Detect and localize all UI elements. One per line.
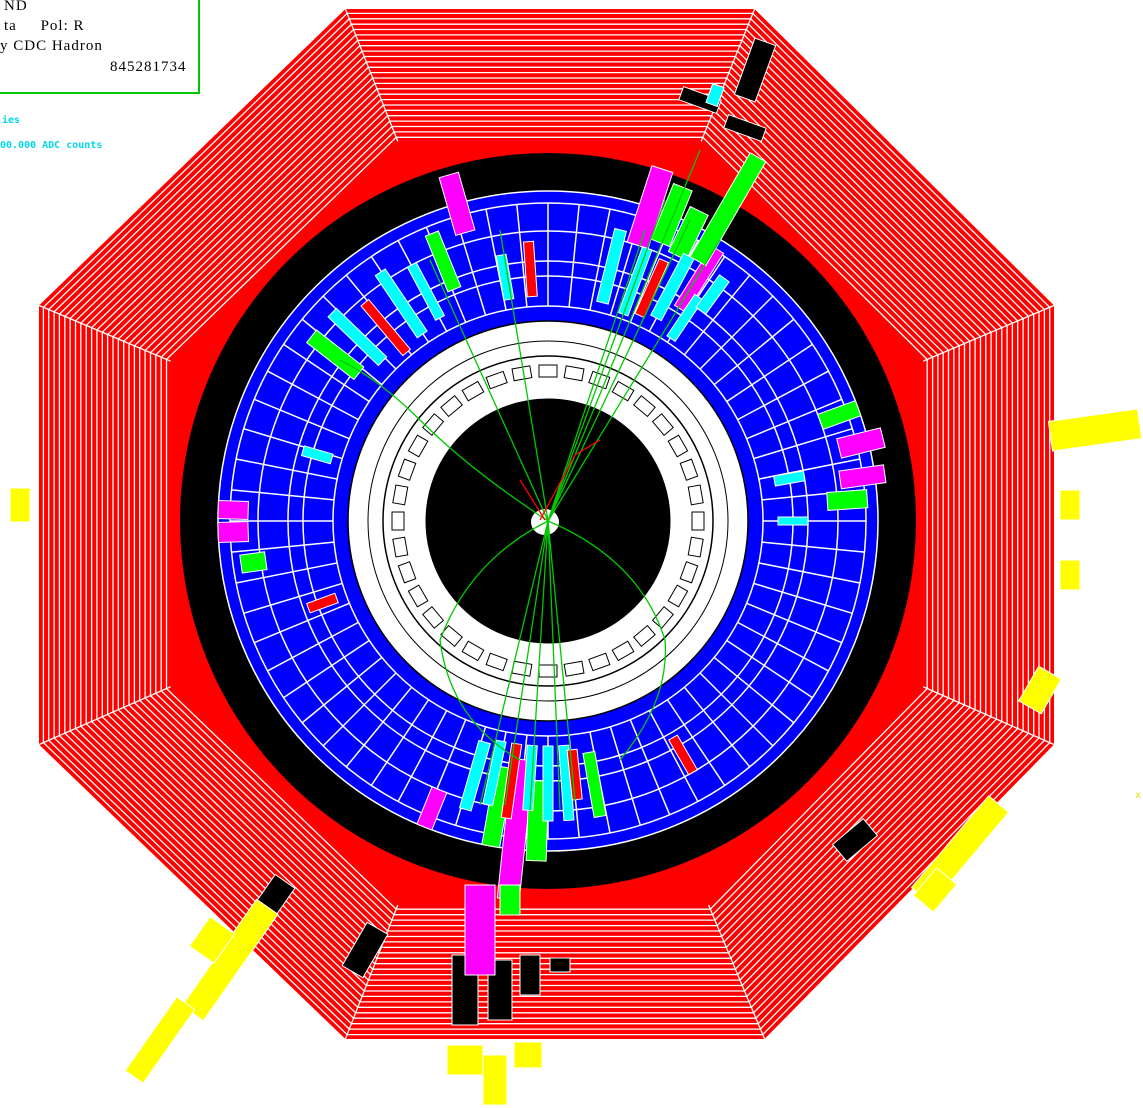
corner-mark: x xyxy=(1134,790,1141,801)
event-number: 845281734 xyxy=(110,59,187,75)
charged-tracks xyxy=(339,149,721,811)
info-line-3: y CDC Hadron xyxy=(0,38,103,54)
muon-hits xyxy=(9,37,1143,1106)
drift-chamber-cells xyxy=(367,340,729,702)
info-line-1: ND xyxy=(4,0,28,14)
calorimeter-segmentation xyxy=(217,190,879,852)
legend-line-1: ies xyxy=(2,115,21,126)
run-info-box: ND ta Pol: R y CDC Hadron 845281734 xyxy=(0,0,200,94)
legend-line-2: 00.000 ADC counts xyxy=(0,140,103,151)
vertex-tracks-red xyxy=(519,439,601,521)
info-line-2: ta Pol: R xyxy=(4,18,85,34)
calorimeter-hits xyxy=(217,152,887,901)
